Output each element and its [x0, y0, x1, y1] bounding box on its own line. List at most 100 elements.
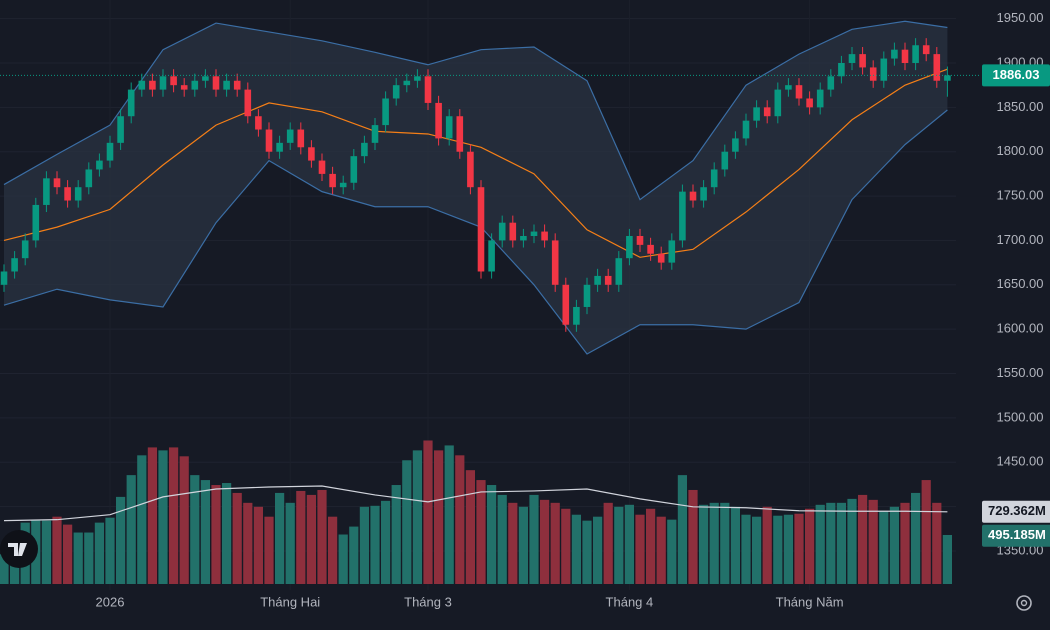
- candle-body: [732, 138, 739, 152]
- volume-bar: [836, 502, 846, 584]
- candle-body: [371, 125, 379, 143]
- volume-bar: [73, 532, 83, 584]
- volume-bar: [688, 489, 698, 584]
- candle-body: [414, 76, 421, 81]
- candle-body: [329, 173, 336, 188]
- volume-bar: [169, 447, 179, 584]
- volume-bar: [624, 504, 634, 584]
- candle-body: [647, 244, 654, 254]
- volume-bar: [359, 506, 369, 584]
- volume-bar: [847, 498, 857, 584]
- candle-body: [541, 231, 548, 241]
- last-price-label: 1886.03: [993, 67, 1040, 82]
- candle-body: [520, 236, 527, 241]
- volume-bar: [264, 516, 274, 584]
- candle-body: [244, 89, 252, 117]
- candle-body: [763, 107, 771, 117]
- candle-body: [53, 178, 61, 188]
- volume-bar: [858, 494, 868, 584]
- volume-bar: [911, 492, 921, 584]
- volume-bar: [646, 508, 656, 584]
- candle-body: [424, 76, 432, 103]
- candle-body: [43, 178, 50, 205]
- volume-bar: [900, 502, 910, 584]
- candle-body: [403, 80, 411, 86]
- candle-body: [880, 58, 888, 81]
- volume-bar: [444, 445, 454, 584]
- settings-button[interactable]: [1016, 595, 1032, 611]
- volume-bar: [423, 440, 433, 584]
- candle-body: [74, 187, 82, 201]
- volume-bar: [942, 534, 952, 584]
- volume-bar: [815, 504, 825, 584]
- volume-bar: [529, 494, 539, 584]
- candle-body: [912, 45, 919, 63]
- volume-bar: [285, 502, 295, 584]
- volume-bar: [571, 514, 581, 584]
- candle-body: [445, 116, 453, 139]
- volume-bar: [794, 513, 804, 584]
- volume-bar: [540, 499, 550, 584]
- candle-body: [212, 76, 220, 90]
- volume-bar: [306, 494, 316, 584]
- volume-bar: [932, 502, 942, 584]
- y-tick-label: 1950.00: [997, 10, 1044, 25]
- volume-bar: [275, 492, 285, 584]
- volume-bar: [879, 510, 889, 584]
- volume-bar: [667, 519, 677, 584]
- candle-body: [21, 240, 29, 259]
- candle-body: [573, 306, 580, 325]
- candle-body: [117, 116, 124, 143]
- volume-bar: [603, 502, 613, 584]
- x-tick-label: Tháng 3: [404, 594, 452, 609]
- tradingview-logo[interactable]: [0, 530, 38, 568]
- candle-body: [742, 120, 750, 139]
- candle-body: [170, 76, 177, 86]
- volume-ma-box: [982, 500, 1050, 523]
- candle-body: [64, 187, 71, 201]
- candle-body: [467, 151, 474, 188]
- candle-body: [456, 116, 464, 152]
- y-tick-label: 1800.00: [997, 143, 1044, 158]
- bollinger-middle: [3, 68, 948, 258]
- candle-body: [477, 187, 485, 272]
- volume-bar: [752, 516, 762, 584]
- candle-body: [382, 98, 389, 126]
- bollinger-fill: [4, 21, 948, 354]
- candle-body: [806, 98, 813, 108]
- volume-bar: [190, 475, 200, 584]
- candle-body: [96, 160, 103, 170]
- candle-body: [106, 142, 114, 161]
- candle-body: [827, 76, 835, 90]
- price-axis: 1350.001400.001450.001500.001550.001600.…: [96, 10, 1050, 609]
- candle-body: [859, 54, 866, 68]
- candle-body: [838, 62, 845, 77]
- volume-bar: [84, 532, 94, 584]
- bollinger-upper: [3, 20, 948, 201]
- volume-bar: [656, 516, 666, 584]
- candle-body: [816, 89, 824, 108]
- volume-bar: [826, 502, 836, 584]
- volume-bar: [137, 455, 147, 584]
- volume-bar: [126, 475, 136, 584]
- x-tick-label: Tháng Năm: [776, 594, 844, 609]
- volume-bar: [889, 506, 899, 584]
- volume-bar: [179, 456, 189, 584]
- volume-bar: [338, 534, 348, 584]
- candle-body: [318, 160, 326, 174]
- candle-body: [689, 191, 697, 201]
- candle-body: [615, 258, 623, 285]
- volume-bar: [147, 447, 157, 584]
- y-tick-label: 1500.00: [997, 409, 1044, 424]
- candle-body: [721, 151, 729, 170]
- volume-bar: [561, 508, 571, 584]
- candle-body: [488, 240, 495, 272]
- volume-bar: [381, 500, 391, 584]
- volume-bar: [699, 504, 709, 584]
- volume-bar: [52, 516, 62, 584]
- volume-bar: [741, 514, 751, 584]
- x-tick-label: 2026: [96, 594, 125, 609]
- candle-body: [498, 222, 506, 241]
- candle-body: [11, 258, 18, 272]
